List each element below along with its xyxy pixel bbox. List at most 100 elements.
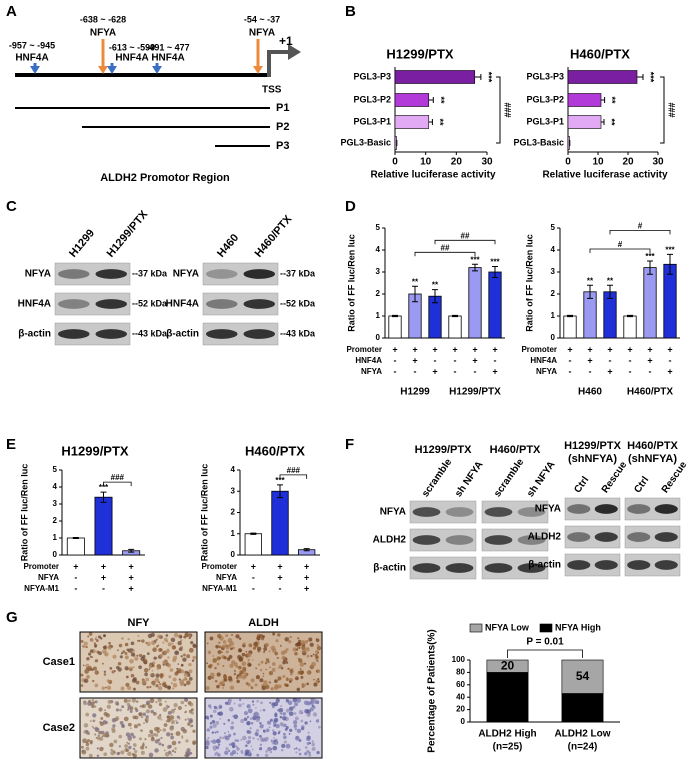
y-axis-label: Ratio of FF luc/Ren luc [524,234,534,332]
ihc-cell [216,684,220,689]
category-label: PGL3-Basic [513,137,564,147]
ihc-cell [125,675,129,679]
condition-name: NFYA [361,367,382,376]
ihc-cell [130,652,135,657]
ihc-cell [192,655,197,660]
ihc-cell [146,641,151,647]
ihc-cell [131,753,135,756]
condition-sign: + [627,344,632,354]
blot-band [654,532,678,542]
ihc-cell [235,634,240,639]
significance-label: *** [483,72,493,83]
ihc-cell [296,728,302,734]
y-tick-label: 1 [231,529,236,538]
ihc-cell [132,687,136,691]
ihc-cell [155,673,160,678]
ihc-cell [111,727,116,732]
condition-sign: + [304,572,309,582]
ihc-cell [86,657,90,661]
ihc-cell [233,732,236,736]
ihc-cell [293,712,297,715]
construct-label: P3 [276,140,289,152]
ihc-cell [120,750,125,755]
ihc-cell [142,712,147,717]
site-arrowhead [107,66,117,74]
ihc-cell [184,704,187,707]
y-axis-label: Ratio of FF luc/Ren luc [19,464,29,562]
ihc-cell [287,667,290,671]
site-arrowhead [253,66,263,74]
condition-sign: + [472,344,477,354]
ihc-cell [128,738,132,742]
ihc-cell [214,666,217,670]
ihc-cell [267,720,272,725]
ihc-cell [268,650,271,653]
ihc-cell [162,641,165,644]
ihc-cell [285,677,289,681]
ihc-cell [112,670,115,673]
ihc-cell [250,678,255,683]
condition-sign: + [432,366,437,376]
ihc-cell [91,656,93,659]
ihc-cell [170,735,174,740]
ihc-cell [165,720,168,723]
error-bar [472,263,478,272]
ihc-cell [265,668,268,671]
ihc-cell [102,732,107,738]
ihc-cell [218,681,223,686]
ihc-cell [163,749,166,752]
ihc-cell [304,746,308,749]
row-label: NFYA [535,504,561,515]
ihc-cell [92,666,97,671]
lane-label: sh NFYA [453,460,485,500]
ihc-cell [264,753,269,758]
ihc-cell [273,685,279,690]
tss-arrow [267,50,290,77]
site-range: -613 ~ -599 [109,42,155,52]
ihc-cell [146,652,150,655]
ihc-cell [259,737,265,742]
ihc-cell [282,675,286,679]
bar [563,315,577,339]
ihc-cell [232,745,235,749]
condition-sign: + [492,344,497,354]
ihc-cell [242,642,246,646]
ihc-cell [238,657,244,662]
site-range: -491 ~ 477 [146,42,189,52]
bar [643,267,657,339]
legend-label: NFYA Low [485,622,530,632]
ihc-cell [308,753,312,757]
ihc-cell [223,655,227,660]
ihc-cell [163,723,168,727]
condition-sign: + [101,561,106,571]
blot-title: H1299/PTX [564,440,622,452]
ihc-cell [245,740,249,744]
ihc-cell [175,731,181,737]
y-axis-label: Ratio of FF luc/Ren luc [346,234,356,332]
ihc-cell [250,721,254,725]
significance-annotation: P = 0.01 [526,637,564,648]
ihc-cell [108,641,111,645]
ihc-cell [313,678,315,681]
ihc-cell [222,665,225,667]
ihc-cell [127,685,132,691]
ihc-cell [183,653,186,657]
ihc-cell [282,716,287,721]
significance-label: *** [646,72,656,83]
y-axis-label: Ratio of FF luc/Ren luc [199,464,209,562]
y-tick-label: 3 [376,267,381,276]
ihc-cell [277,708,280,712]
ihc-cell [134,656,139,661]
ihc-cell [300,640,306,645]
ihc-cell [283,649,288,654]
ihc-cell [241,652,246,657]
ihc-cell [287,637,290,640]
ihc-cell [113,739,118,744]
bracket-label: ### [111,473,125,482]
ihc-cell [243,711,248,716]
ihc-cell [244,749,250,755]
error-bar [601,97,606,103]
ihc-cell [157,685,163,691]
condition-sign: - [394,355,397,365]
ihc-cell [311,740,315,743]
